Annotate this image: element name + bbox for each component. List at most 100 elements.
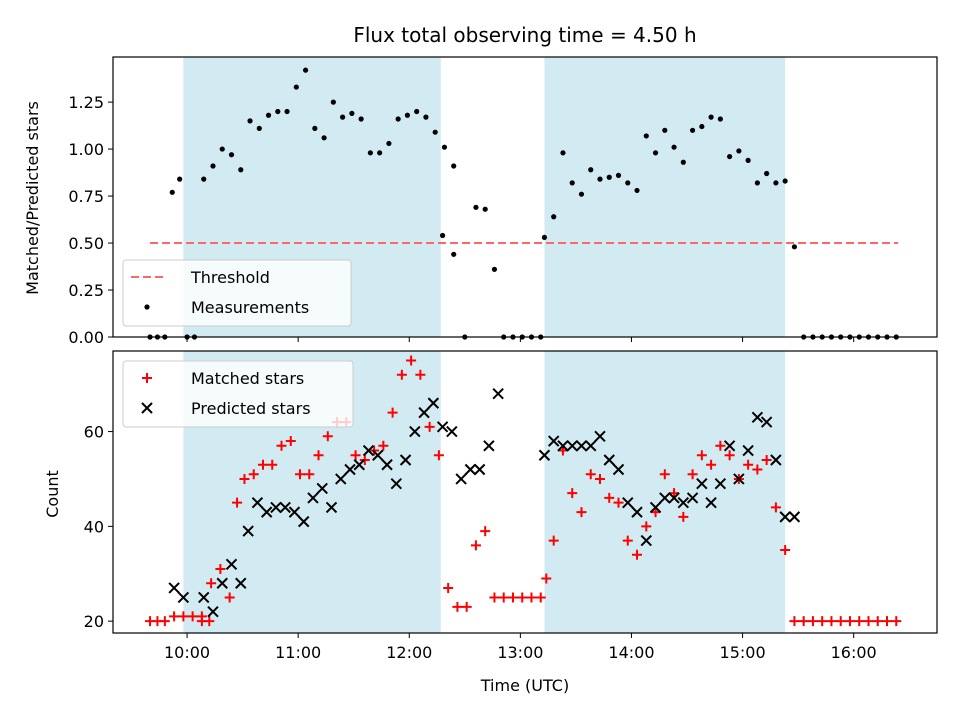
matched-star-point — [780, 545, 791, 556]
measurement-point — [228, 152, 235, 158]
measurement-point — [432, 129, 438, 135]
matched-star-point — [443, 582, 454, 593]
x-tick-label: 14:00 — [608, 643, 654, 662]
predicted-star-point — [649, 501, 662, 514]
matched-star-point — [359, 455, 370, 466]
matched-star-point — [622, 535, 633, 546]
measurement-point — [404, 112, 411, 118]
measurement-point — [302, 67, 309, 73]
matched-star-point — [835, 616, 846, 627]
matched-star-point — [350, 450, 361, 461]
measurement-point — [367, 150, 373, 156]
measurement-point — [569, 180, 575, 186]
matched-star-point — [489, 592, 500, 603]
matched-star-point — [480, 526, 491, 537]
matched-star-point — [206, 578, 217, 589]
predicted-star-point — [353, 459, 365, 471]
matched-star-point — [304, 469, 315, 480]
matched-star-point — [461, 601, 472, 612]
predicted-star-point — [594, 430, 606, 443]
matched-star-point — [470, 540, 481, 551]
matched-star-point — [498, 592, 509, 603]
predicted-star-point — [260, 506, 273, 518]
predicted-star-point — [585, 440, 597, 452]
matched-star-point — [854, 616, 865, 627]
predicted-star-point — [168, 582, 180, 594]
matched-star-point — [396, 369, 407, 380]
matched-star-point — [844, 616, 855, 627]
y-tick-label: 0.00 — [68, 328, 104, 347]
matched-star-point — [322, 431, 333, 442]
predicted-star-point — [733, 473, 745, 485]
matched-star-point — [632, 549, 643, 560]
matched-star-point — [724, 450, 735, 461]
measurement-point — [265, 112, 272, 118]
matched-star-point — [178, 611, 189, 622]
matched-star-point — [196, 616, 207, 627]
matched-star-point — [239, 473, 250, 484]
measurement-point — [473, 204, 479, 210]
predicted-star-point — [362, 444, 375, 457]
predicted-star-point — [177, 591, 190, 604]
measurement-point — [340, 114, 346, 120]
top-y-axis-label: Matched/Predicted stars — [23, 101, 42, 295]
predicted-star-point — [779, 511, 791, 523]
predicted-star-point — [788, 511, 801, 523]
matched-star-point — [232, 497, 243, 508]
predicted-star-point — [399, 454, 412, 466]
predicted-star-point — [696, 477, 708, 490]
predicted-star-point — [640, 534, 652, 547]
x-tick-label: 15:00 — [720, 643, 766, 662]
predicted-star-point — [207, 605, 219, 618]
predicted-star-point — [409, 425, 421, 438]
predicted-star-point — [686, 492, 699, 504]
y-tick-label: 60 — [84, 423, 104, 442]
legend-entry-label: Measurements — [191, 298, 309, 317]
measurement-point — [321, 135, 327, 141]
measurement-point — [588, 167, 594, 173]
x-tick-label: 16:00 — [831, 643, 877, 662]
measurement-point — [634, 187, 640, 194]
x-axis-label: Time (UTC) — [480, 676, 569, 695]
matched-star-point — [224, 592, 235, 603]
predicted-star-point — [316, 482, 328, 495]
y-tick-label: 20 — [84, 612, 104, 631]
x-tick-label: 13:00 — [497, 643, 543, 662]
predicted-star-point — [251, 496, 264, 509]
matched-star-point — [406, 355, 417, 366]
measurement-point — [643, 133, 649, 139]
measurement-point — [541, 234, 548, 241]
predicted-star-point — [198, 591, 210, 604]
predicted-star-point — [622, 496, 634, 509]
legend-matched-swatch — [142, 373, 152, 383]
measurement-point — [219, 146, 225, 152]
measurement-point — [275, 108, 281, 115]
matched-star-point — [678, 511, 689, 522]
predicted-star-point — [335, 473, 347, 485]
matched-star-point — [743, 459, 754, 470]
predicted-star-point — [751, 411, 764, 424]
matched-star-point — [187, 611, 198, 622]
measurement-point — [210, 163, 216, 169]
predicted-star-point — [225, 558, 238, 570]
matched-star-point — [789, 616, 800, 627]
matched-star-point — [659, 469, 670, 480]
predicted-star-point — [492, 387, 504, 400]
matched-star-point — [706, 459, 717, 470]
predicted-star-point — [288, 506, 301, 518]
matched-star-point — [313, 450, 324, 461]
predicted-star-point — [483, 440, 495, 452]
predicted-star-point — [473, 463, 486, 476]
measurement-point — [247, 118, 253, 124]
predicted-star-point — [714, 477, 727, 490]
matched-star-point — [761, 455, 772, 466]
matched-star-point — [576, 507, 587, 518]
measurement-point — [689, 127, 696, 133]
matched-star-point — [517, 592, 528, 603]
matched-star-point — [267, 459, 278, 470]
predicted-star-point — [723, 440, 736, 452]
matched-star-point — [541, 573, 552, 584]
bottom-y-axis-label: Count — [43, 470, 62, 518]
predicted-star-point — [705, 496, 717, 509]
matched-star-point — [424, 421, 435, 432]
